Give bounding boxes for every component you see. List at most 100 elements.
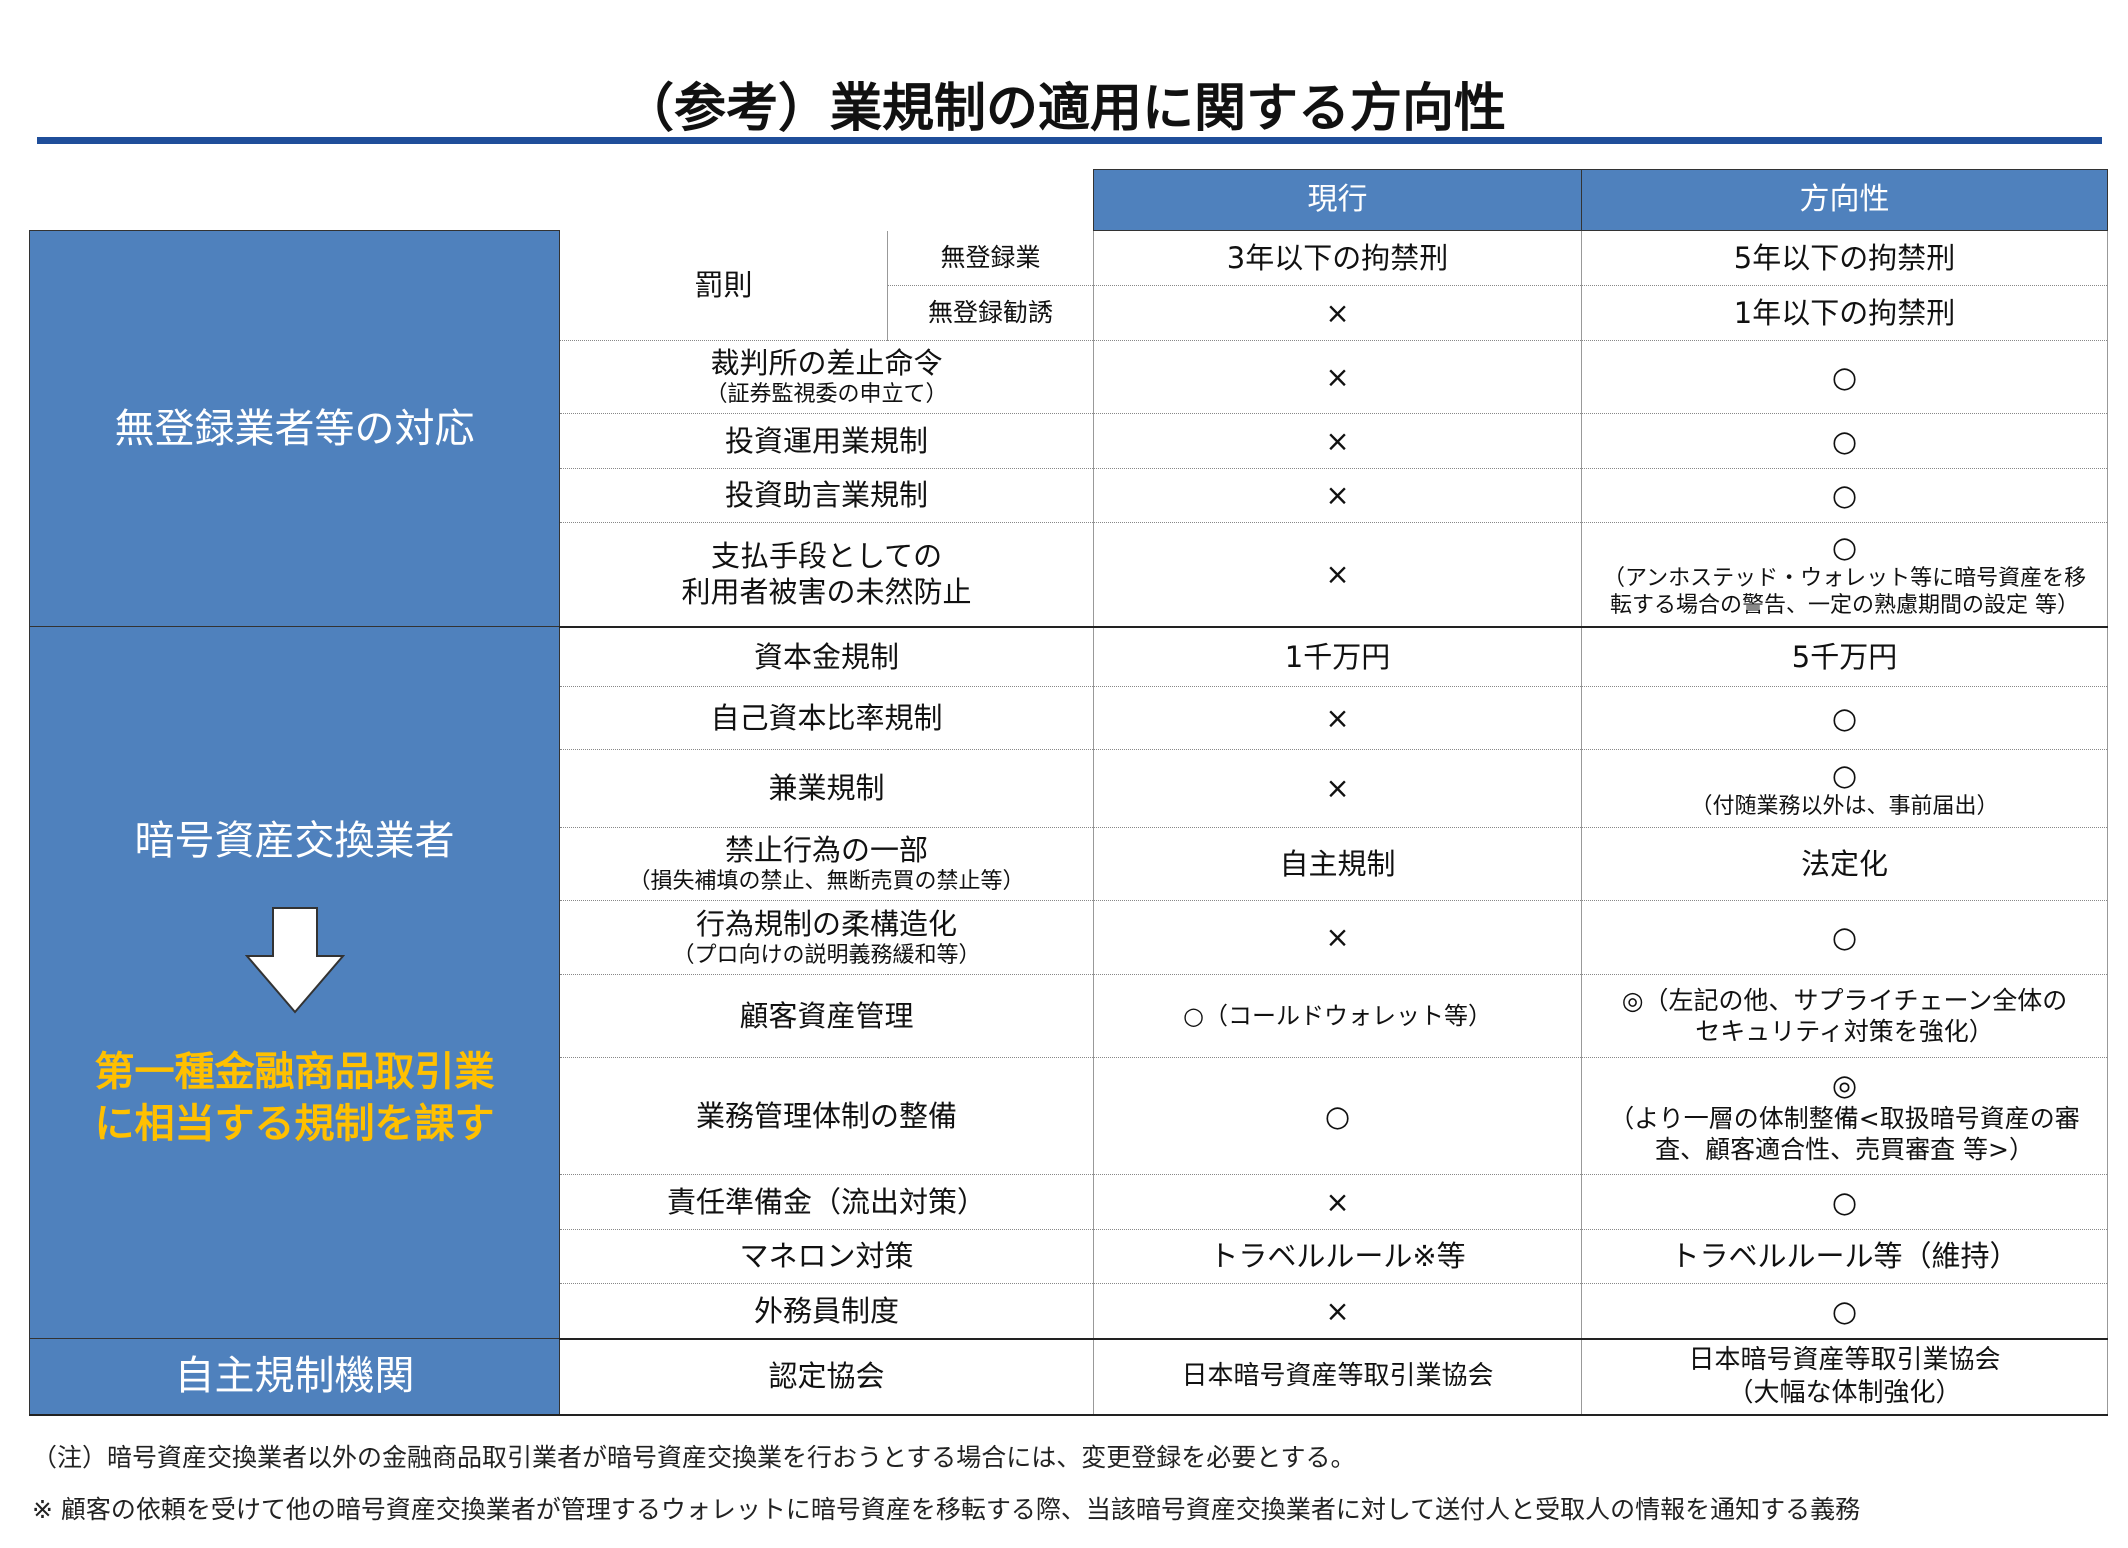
item-label: 投資助言業規制 [558,468,1095,523]
item-label: 罰則 [559,230,888,341]
title-divider [37,137,2102,144]
table-row: 行為規制の柔構造化 （プロ向けの説明義務緩和等） × ○ [30,900,2109,975]
direction-cell: ○ （アンホステッド・ウォレット等に暗号資産を移転する場合の警告、一定の熟慮期間の… [1581,522,2109,628]
current-value: × [1093,413,1583,469]
table-row: 外務員制度 × ○ [30,1283,2109,1340]
current-value: × [1093,522,1583,628]
item-label: 認定協会 [558,1338,1095,1416]
table-row: 業務管理体制の整備 ○ ◎ （より一層の体制整備<取扱暗号資産の審査、顧客適合性、… [30,1057,2109,1175]
table-row: マネロン対策 トラベルルール※等 トラベルルール等（維持） [30,1229,2109,1284]
table-row: 無登録勧誘 × 1年以下の拘禁刑 [30,285,2109,341]
current-value: ○ [1093,1057,1583,1175]
direction-note: （より一層の体制整備<取扱暗号資産の審査、顧客適合性、売買審査 等>） [1609,1103,2080,1165]
header-row: 現行 方向性 [30,169,2109,231]
item-label: マネロン対策 [558,1229,1095,1284]
item-label: 禁止行為の一部 [725,833,929,868]
direction-value: 日本暗号資産等取引業協会 [1688,1345,2001,1375]
table-row: 自己資本比率規制 × ○ [30,686,2109,750]
current-value: 日本暗号資産等取引業協会 [1093,1338,1583,1416]
direction-value: ◎ [1831,1067,1858,1102]
table-row: 禁止行為の一部 （損失補填の禁止、無断売買の禁止等） 自主規制 法定化 [30,827,2109,901]
direction-value: 5年以下の拘禁刑 [1581,230,2109,286]
down-arrow-icon [244,906,345,1016]
table-row: 兼業規制 × ○ （付随業務以外は、事前届出） [30,749,2109,828]
item-label: 支払手段としての [710,539,943,573]
table-row: 投資助言業規制 × ○ [30,468,2109,523]
current-value: 自主規制 [1093,827,1583,901]
direction-cell: 日本暗号資産等取引業協会 （大幅な体制強化） [1581,1338,2109,1416]
item-note: （証券監視委の申立て） [705,382,948,408]
item-label: 責任準備金（流出対策） [558,1174,1095,1230]
item-cell: 行為規制の柔構造化 （プロ向けの説明義務緩和等） [558,900,1095,975]
direction-value: ○ [1581,340,2109,414]
direction-value: トラベルルール等（維持） [1581,1229,2109,1284]
item-label: 資本金規制 [558,626,1095,687]
current-value: × [1093,1174,1583,1230]
direction-value: ○ [1831,757,1858,792]
direction-value: ◎（左記の他、サプライチェーン全体のセキュリティ対策を強化） [1581,974,2109,1058]
page-title: （参考）業規制の適用に関する方向性 [621,79,1506,139]
footnote-note: （注）暗号資産交換業者以外の金融商品取引業者が暗号資産交換業を行おうとする場合に… [32,1443,1356,1472]
current-value: トラベルルール※等 [1093,1229,1583,1284]
current-value: ○（コールドウォレット等） [1093,974,1583,1058]
direction-value: 5千万円 [1581,626,2109,687]
section-exchange-label: 暗号資産交換業者 [134,817,455,864]
direction-note: （大幅な体制強化） [1727,1377,1962,1408]
direction-cell: ○ （付随業務以外は、事前届出） [1581,749,2109,828]
item-label: 兼業規制 [558,749,1095,828]
direction-value: ○ [1581,1283,2109,1340]
footnote-travel-rule: ※ 顧客の依頼を受けて他の暗号資産交換業者が管理するウォレットに暗号資産を移転す… [32,1495,1861,1524]
current-value: × [1093,686,1583,750]
section-exchange: 暗号資産交換業者 第一種金融商品取引業 に相当する規制を課す [29,626,560,1339]
item-note: （プロ向けの説明義務緩和等） [672,942,981,968]
direction-value: ○ [1581,1174,2109,1230]
section-exchange-result-line2: に相当する規制を課す [94,1100,495,1147]
direction-value: ○ [1581,468,2109,523]
item-label: 投資運用業規制 [558,413,1095,469]
table-row: 顧客資産管理 ○（コールドウォレット等） ◎（左記の他、サプライチェーン全体のセ… [30,974,2109,1058]
item-label: 業務管理体制の整備 [558,1057,1095,1175]
item-cell: 裁判所の差止命令 （証券監視委の申立て） [558,340,1095,414]
table-row: 暗号資産交換業者 第一種金融商品取引業 に相当する規制を課す 資本金規制 1千万… [29,626,2109,1339]
section-exchange-result-line1: 第一種金融商品取引業 [94,1048,495,1095]
section-unregistered: 無登録業者等の対応 [29,230,560,627]
direction-cell: ◎ （より一層の体制整備<取扱暗号資産の審査、顧客適合性、売買審査 等>） [1581,1057,2109,1175]
regulation-table: 現行 方向性 無登録業者等の対応 罰則 無登録業 3年以下の拘禁刑 5年以下の拘… [29,169,2109,1416]
direction-value: 法定化 [1581,827,2109,901]
current-value: × [1093,749,1583,828]
table-row: 裁判所の差止命令 （証券監視委の申立て） × ○ [30,340,2109,414]
item-label: 顧客資産管理 [558,974,1095,1058]
current-value: × [1093,468,1583,523]
item-label: 行為規制の柔構造化 [696,906,958,941]
item-cell: 支払手段としての 利用者被害の未然防止 [558,522,1095,628]
item-label: 自己資本比率規制 [558,686,1095,750]
section-self-regulatory: 自主規制機関 [29,1338,560,1416]
direction-value: ○ [1581,686,2109,750]
sub-item-label: 無登録勧誘 [886,285,1095,341]
direction-value: 1年以下の拘禁刑 [1581,285,2109,341]
direction-note: （アンホステッド・ウォレット等に暗号資産を移転する場合の警告、一定の熟慮期間の設… [1602,565,2087,619]
direction-note: （付随業務以外は、事前届出） [1690,793,1999,819]
direction-value: ○ [1831,529,1858,564]
table-row: 自主規制機関 認定協会 日本暗号資産等取引業協会 日本暗号資産等取引業協会 （大幅… [29,1338,2109,1416]
item-cell: 禁止行為の一部 （損失補填の禁止、無断売買の禁止等） [558,827,1095,901]
sub-item-label: 無登録業 [886,230,1095,286]
header-current: 現行 [1093,169,1583,231]
current-value: × [1093,285,1583,341]
direction-value: ○ [1581,413,2109,469]
item-note: （損失補填の禁止、無断売買の禁止等） [628,869,1025,895]
current-value: 1千万円 [1093,626,1583,687]
header-direction: 方向性 [1581,169,2109,231]
direction-value: ○ [1581,900,2109,975]
current-value: × [1093,1283,1583,1340]
table-row: 投資運用業規制 × ○ [30,413,2109,469]
table-row: 責任準備金（流出対策） × ○ [30,1174,2109,1230]
table-row: 無登録業者等の対応 罰則 無登録業 3年以下の拘禁刑 5年以下の拘禁刑 [29,230,2109,627]
current-value: × [1093,900,1583,975]
table-row: 支払手段としての 利用者被害の未然防止 × ○ （アンホステッド・ウォレット等に暗号… [30,522,2109,628]
item-label: 裁判所の差止命令 [710,346,943,381]
item-label: 外務員制度 [558,1283,1095,1340]
current-value: 3年以下の拘禁刑 [1093,230,1583,286]
item-label-line2: 利用者被害の未然防止 [681,575,972,610]
current-value: × [1093,340,1583,414]
